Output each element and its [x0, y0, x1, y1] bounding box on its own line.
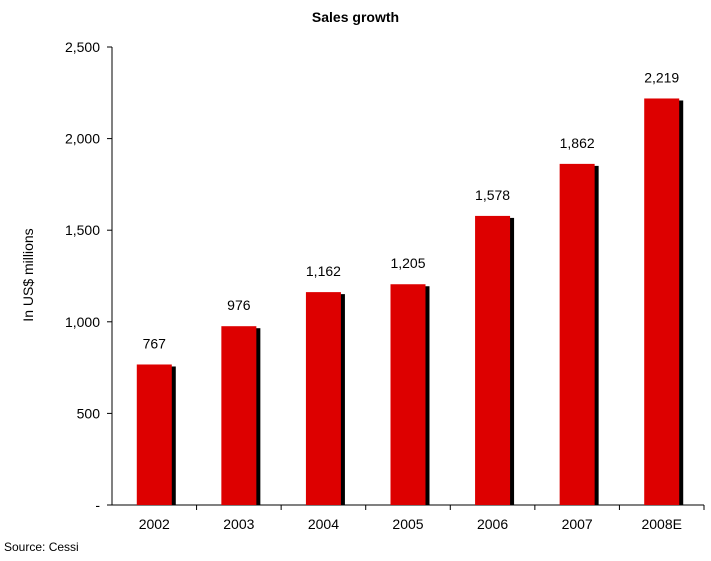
x-tick-label: 2003: [223, 516, 254, 532]
bar: [559, 163, 595, 506]
y-tick-label: -: [95, 497, 100, 513]
data-label: 1,578: [475, 187, 510, 203]
y-tick-label: 2,000: [65, 131, 100, 147]
data-label: 2,219: [644, 69, 679, 85]
y-tick-label: 500: [77, 405, 101, 421]
bar: [221, 326, 257, 505]
y-tick-label: 1,000: [65, 314, 100, 330]
bar: [475, 215, 511, 505]
chart-title: Sales growth: [311, 9, 400, 25]
data-label: 1,162: [306, 263, 341, 279]
bar: [390, 284, 426, 505]
bar: [644, 98, 680, 506]
bar: [136, 364, 172, 505]
x-tick-label: 2005: [392, 516, 423, 532]
data-label: 767: [143, 335, 167, 351]
source-note: Source: Cessi: [4, 540, 79, 554]
x-tick-label: 2006: [477, 516, 508, 532]
x-tick-label: 2007: [562, 516, 593, 532]
x-tick-label: 2004: [308, 516, 339, 532]
x-tick-label: 2002: [139, 516, 170, 532]
bar: [305, 292, 341, 505]
y-axis-title: In US$ millions: [20, 228, 36, 321]
y-tick-label: 1,500: [65, 222, 100, 238]
data-label: 1,205: [390, 255, 425, 271]
data-label: 976: [227, 297, 251, 313]
y-tick-label: 2,500: [65, 39, 100, 55]
x-tick-label: 2008E: [641, 516, 681, 532]
data-label: 1,862: [560, 135, 595, 151]
